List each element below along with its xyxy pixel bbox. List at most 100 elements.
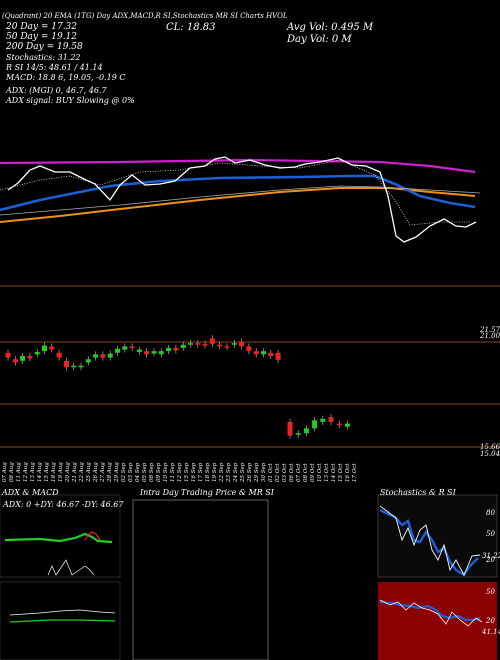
candle-body (78, 365, 84, 368)
date-tick-label: 30 Sep (261, 462, 267, 482)
candle-body (42, 345, 47, 352)
rsi-lines (379, 599, 483, 627)
date-tick-label: 12 Sep (177, 462, 183, 482)
date-tick-label: 15 Sep (184, 462, 190, 482)
candle-body (166, 347, 172, 352)
candle-body (217, 344, 223, 347)
date-tick-label: 25 Aug (86, 462, 92, 483)
candle-body (246, 346, 252, 352)
candle-body (336, 423, 342, 426)
date-tick-label: 27 Aug (100, 462, 106, 483)
date-tick-label: 08 Oct (303, 463, 309, 482)
candle-body (49, 346, 55, 350)
rsi-scale-50: 50 (486, 588, 495, 596)
candle-body (195, 343, 201, 345)
date-tick-label: 12 Aug (23, 462, 29, 482)
date-axis: 07 Aug 08 Aug 11 Aug 12 Aug 13 Aug 14 Aug 15 A… (2, 462, 358, 483)
stoch-scale-80: 80 (486, 509, 495, 517)
candle-body (93, 354, 99, 358)
stochastics-lines (379, 505, 481, 577)
adx-readout: ADX: (MGI) 0, 46.7, 46.7 (6, 86, 107, 95)
adx-panel-readout: ADX: 0 +DY: 46.67 -DY: 46.67 (3, 500, 124, 509)
candle-body (320, 418, 326, 422)
price-label-1: 21.57 (480, 326, 500, 334)
candle-body (115, 348, 120, 353)
ma-orange-line (0, 187, 476, 223)
adx-lines (4, 531, 113, 544)
candle-body (144, 351, 150, 355)
candle-body (328, 417, 334, 422)
macd-white-line (9, 609, 116, 616)
candle-body (209, 338, 215, 344)
candle-body (275, 352, 281, 361)
date-tick-label: 09 Sep (156, 462, 162, 482)
date-tick-label: 11 Aug (16, 462, 22, 482)
rsi-white-line (379, 599, 483, 627)
date-tick-label: 28 Aug (107, 462, 113, 483)
date-tick-label: 13 Aug (30, 462, 36, 482)
adx-red-line (84, 531, 101, 541)
adx-signal-readout: ADX signal: BUY Slowing @ 0% (6, 96, 135, 105)
price-close-line (7, 156, 477, 243)
date-tick-label: 09 Oct (310, 463, 316, 482)
date-tick-label: 06 Oct (289, 463, 295, 482)
price-label-2: 21.00 (480, 332, 500, 340)
date-tick-label: 29 Aug (114, 462, 120, 483)
ma-blue-line (0, 174, 476, 212)
stoch-last-value: 31.22 (482, 552, 500, 560)
candle-body (295, 433, 301, 435)
ma200-readout: 200 Day = 19.58 (6, 42, 83, 52)
candle-body (5, 352, 11, 358)
day-volume: Day Vol: 0 M (287, 34, 352, 45)
candle-body (34, 351, 40, 355)
candle-body (56, 352, 62, 358)
candle-body (122, 346, 128, 350)
date-tick-label: 15 Oct (338, 463, 344, 482)
candle-body (268, 352, 274, 356)
date-tick-label: 14 Aug (37, 462, 43, 482)
date-tick-label: 08 Aug (9, 462, 15, 482)
date-tick-label: 01 Oct (268, 463, 274, 482)
candle-body (100, 354, 106, 358)
macd-readout: MACD: 18.8 6, 19.05, -0.19 C (6, 73, 126, 82)
date-tick-label: 17 Sep (198, 462, 204, 482)
adx-green-line (4, 532, 113, 544)
date-tick-label: 18 Sep (205, 462, 211, 482)
date-tick-label: 19 Aug (58, 462, 64, 482)
macd-lines (9, 559, 116, 623)
candle-body (27, 355, 33, 359)
stochastics-readout: Stochastics: 31.22 (6, 53, 81, 62)
macd-green-line (9, 619, 116, 623)
stoch-scale-50: 50 (486, 530, 495, 538)
moving-average-panel (0, 156, 481, 243)
date-tick-label: 02 Sep (121, 462, 127, 482)
candle-body (12, 359, 18, 363)
candle-body (261, 351, 266, 355)
date-tick-label: 24 Sep (233, 462, 239, 483)
date-tick-label: 02 Oct (275, 463, 281, 482)
rsi-panel (378, 582, 497, 660)
stoch-white-line (379, 505, 481, 577)
date-tick-label: 22 Aug (79, 462, 85, 483)
date-tick-label: 26 Aug (93, 462, 99, 483)
date-tick-label: 07 Oct (296, 463, 302, 482)
date-tick-label: 23 Sep (226, 462, 232, 483)
date-tick-label: 13 Oct (324, 463, 330, 482)
candle-body (224, 346, 230, 348)
candle-body (136, 349, 142, 352)
rsi-readout: R SI 14/5: 48.61 / 41.14 (6, 63, 103, 72)
candlestick-series (5, 335, 350, 439)
ma-magenta-line (0, 158, 476, 174)
date-tick-label: 04 Sep (135, 462, 141, 482)
candle-body (71, 365, 77, 368)
date-tick-label: 14 Oct (331, 463, 337, 482)
date-tick-label: 29 Sep (254, 462, 260, 483)
stochastics-panel-title: Stochastics & R SI (380, 488, 456, 497)
date-tick-label: 16 Sep (191, 462, 197, 482)
candle-body (63, 360, 69, 368)
date-tick-label: 03 Sep (128, 462, 134, 482)
candle-body (85, 359, 91, 363)
ma-grey-line (0, 185, 481, 216)
date-tick-label: 10 Sep (163, 462, 169, 482)
